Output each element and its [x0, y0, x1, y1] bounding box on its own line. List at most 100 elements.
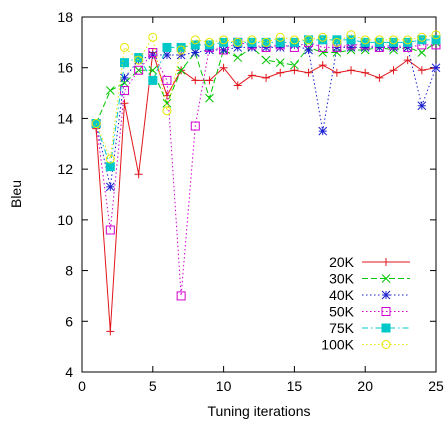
y-tick-label: 6: [65, 313, 73, 329]
data-point: [105, 162, 115, 172]
data-point: [119, 58, 129, 68]
data-point: [219, 45, 228, 55]
data-point: [318, 32, 328, 42]
data-point: [261, 37, 271, 47]
legend-marker: [381, 340, 391, 349]
y-tick-label: 4: [65, 364, 73, 380]
data-point: [219, 37, 229, 47]
data-point: [119, 42, 129, 52]
data-point: [275, 58, 285, 67]
legend-marker: [381, 274, 391, 283]
data-point: [262, 73, 271, 82]
legend-marker: [381, 323, 391, 333]
data-point: [120, 73, 129, 83]
data-point: [275, 37, 285, 47]
data-point: [205, 45, 214, 55]
y-tick-label: 18: [57, 9, 73, 25]
data-point: [346, 30, 356, 40]
data-point: [389, 37, 399, 47]
series-line: [95, 41, 437, 124]
data-point: [134, 65, 144, 75]
legend-marker: [382, 258, 390, 266]
data-point: [290, 66, 299, 75]
data-point: [205, 76, 214, 85]
data-point: [176, 291, 186, 301]
data-point: [247, 37, 257, 47]
data-point: [190, 35, 200, 45]
data-point: [134, 53, 144, 63]
data-point: [204, 37, 214, 47]
data-point: [134, 55, 144, 65]
data-point: [148, 50, 158, 60]
legend-label: 20K: [329, 254, 355, 270]
legend-marker: [381, 290, 391, 300]
data-point: [190, 48, 200, 57]
data-point: [332, 68, 341, 77]
data-point: [162, 98, 172, 108]
data-point: [290, 60, 299, 70]
x-tick-label: 15: [287, 378, 303, 394]
data-point: [190, 121, 200, 131]
data-point: [261, 55, 271, 65]
data-point: [233, 81, 242, 90]
data-point: [403, 35, 413, 45]
data-point: [318, 61, 327, 70]
data-point: [190, 40, 200, 50]
data-point: [361, 68, 370, 77]
x-tick-label: 0: [78, 378, 86, 394]
series-line: [95, 52, 437, 332]
data-point: [106, 327, 115, 336]
data-point: [233, 53, 243, 62]
data-point: [191, 76, 200, 85]
data-point: [417, 66, 426, 75]
data-point: [247, 43, 257, 52]
y-tick-label: 16: [57, 60, 73, 76]
data-point: [176, 45, 186, 55]
data-point: [134, 170, 143, 179]
data-point: [233, 37, 243, 47]
legend-marker: [381, 307, 391, 316]
data-point: [162, 75, 172, 85]
y-tick-label: 12: [57, 161, 73, 177]
data-point: [417, 32, 427, 42]
series-100K: [91, 30, 441, 164]
legend-label: 30K: [329, 271, 355, 287]
data-point: [162, 42, 172, 52]
data-point: [162, 91, 171, 100]
data-point: [431, 35, 441, 45]
data-point: [289, 37, 299, 47]
plot-frame: [81, 16, 437, 373]
data-point: [332, 37, 342, 47]
data-point: [162, 106, 172, 116]
data-point: [105, 182, 115, 192]
axis-ticks: 0 5 10 15 20 25 4 6 8 10 12 14 16 18: [57, 9, 444, 394]
data-point: [247, 35, 257, 45]
data-point: [219, 35, 229, 45]
data-point: [417, 48, 427, 57]
data-point: [431, 30, 441, 40]
data-point: [275, 43, 285, 52]
legend-label: 100K: [321, 337, 354, 353]
data-point: [105, 154, 115, 164]
data-point: [261, 43, 271, 52]
data-point: [91, 119, 101, 128]
data-point: [176, 50, 186, 60]
data-point: [205, 93, 214, 103]
data-point: [148, 65, 158, 75]
data-point: [233, 43, 243, 52]
data-point: [389, 66, 398, 75]
data-point: [346, 35, 356, 45]
legend-label: 75K: [329, 320, 355, 336]
y-tick-label: 14: [57, 110, 73, 126]
data-point: [304, 68, 313, 77]
data-point: [276, 68, 285, 77]
x-tick-label: 25: [428, 378, 444, 394]
data-point: [247, 71, 256, 80]
data-point: [204, 40, 214, 50]
data-point: [417, 35, 427, 45]
x-tick-label: 10: [216, 378, 232, 394]
data-point: [374, 35, 384, 45]
series-75K: [91, 35, 441, 172]
data-point: [417, 101, 427, 111]
